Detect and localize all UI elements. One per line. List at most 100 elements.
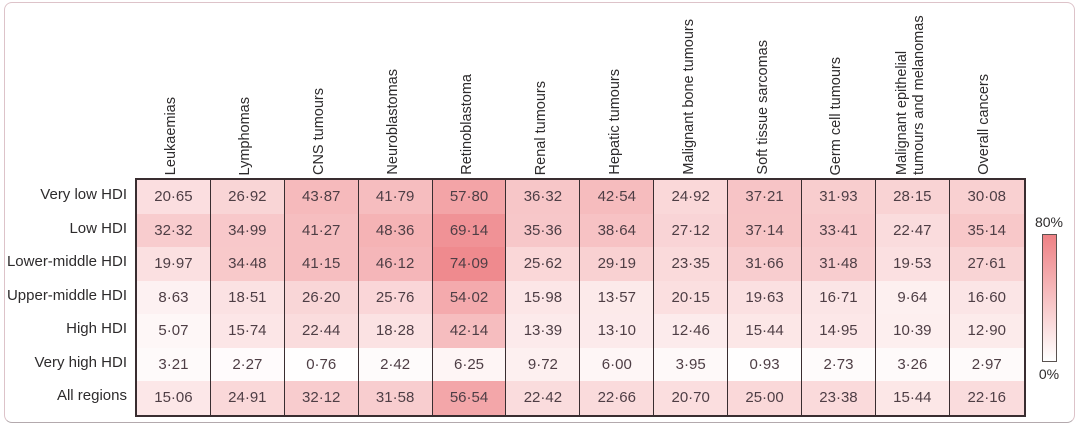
heatmap-cell: 34·99: [210, 213, 285, 247]
colorbar-legend: 80% 0%: [1026, 214, 1072, 382]
row-label: Low HDI: [69, 219, 127, 237]
heatmap-cell: 8·63: [137, 280, 211, 314]
heatmap-cell: 30·08: [949, 180, 1024, 214]
row-labels: Very low HDI Low HDI Lower-middle HDI Upper…: [0, 178, 127, 413]
column-headers: Leukaemias Lymphomas CNS tumours Neuroblast…: [135, 8, 1022, 175]
heatmap-cell: 19·97: [137, 247, 211, 281]
heatmap-cell: 74·09: [432, 247, 507, 281]
row-label: High HDI: [66, 320, 127, 337]
heatmap-cell: 6·25: [432, 347, 507, 381]
heatmap-cell: 31·48: [802, 247, 876, 281]
heatmap-cell: 2·73: [802, 347, 876, 381]
heatmap-cell: 31·58: [358, 381, 433, 415]
heatmap-cell: 9·72: [506, 347, 581, 381]
column-header-label: Germ cell tumours: [828, 56, 845, 175]
heatmap-cell: 20·70: [654, 381, 729, 415]
heatmap-cell: 3·26: [875, 347, 950, 381]
heatmap-cell: 16·60: [949, 280, 1024, 314]
colorbar-min-label: 0%: [1038, 366, 1060, 382]
heatmap-cell: 41·15: [284, 247, 359, 281]
heatmap-cell: 13·39: [506, 314, 581, 348]
colorbar-gradient: [1041, 234, 1057, 362]
heatmap-cell: 25·62: [506, 247, 581, 281]
heatmap-cell: 35·36: [506, 213, 581, 247]
column-header-label: Overall cancers: [976, 74, 993, 175]
column-header: Lymphomas: [209, 8, 283, 175]
heatmap-cell: 27·61: [949, 247, 1024, 281]
heatmap-cell: 57·80: [432, 180, 507, 214]
column-header: Leukaemias: [135, 8, 209, 175]
column-header: Neuroblastomas: [357, 8, 431, 175]
heatmap-cell: 33·41: [802, 213, 876, 247]
heatmap-cell: 18·28: [358, 314, 433, 348]
heatmap-cell: 24·92: [654, 180, 729, 214]
heatmap-cell: 2·97: [949, 347, 1024, 381]
heatmap-cell: 6·00: [580, 347, 655, 381]
heatmap-cell: 16·71: [802, 280, 876, 314]
heatmap-cell: 15·98: [506, 280, 581, 314]
heatmap-cell: 2·42: [358, 347, 433, 381]
column-header-label: Renal tumours: [532, 80, 549, 175]
column-header-label: Hepatic tumours: [606, 69, 623, 175]
heatmap-cell: 22·16: [949, 381, 1024, 415]
heatmap-cell: 31·66: [728, 247, 803, 281]
colorbar-max-label: 80%: [1034, 214, 1064, 230]
heatmap-cell: 13·57: [580, 280, 655, 314]
column-header-label: CNS tumours: [311, 87, 328, 175]
heatmap-cell: 34·48: [210, 247, 285, 281]
row-label: All regions: [56, 387, 127, 404]
heatmap-cell: 10·39: [875, 314, 950, 348]
heatmap-cell: 25·76: [358, 280, 433, 314]
column-header: Soft tissue sarcomas: [726, 8, 800, 175]
row-label: Very high HDI: [34, 353, 127, 371]
heatmap-cell: 22·42: [506, 381, 581, 415]
heatmap-cell: 26·20: [284, 280, 359, 314]
heatmap-cell: 37·21: [728, 180, 803, 214]
heatmap-cell: 12·90: [949, 314, 1024, 348]
heatmap-cell: 19·63: [728, 280, 803, 314]
heatmap-cell: 38·64: [580, 213, 655, 247]
heatmap-cell: 15·44: [728, 314, 803, 348]
column-header-label: Neuroblastomas: [385, 69, 402, 175]
heatmap-cell: 20·65: [137, 180, 211, 214]
heatmap-cell: 23·38: [802, 381, 876, 415]
column-header: Malignant epithelial tumours and melanom…: [874, 8, 948, 175]
column-header-label: Leukaemias: [163, 96, 180, 175]
column-header: Retinoblastoma: [431, 8, 505, 175]
heatmap-cell: 42·54: [580, 180, 655, 214]
heatmap-cell: 48·36: [358, 213, 433, 247]
heatmap-cell: 56·54: [432, 381, 507, 415]
heatmap-cell: 32·12: [284, 381, 359, 415]
row-label: Lower-middle HDI: [6, 253, 127, 270]
heatmap-cell: 35·14: [949, 213, 1024, 247]
heatmap-cell: 37·14: [728, 213, 803, 247]
column-header-label: Lymphomas: [237, 96, 254, 175]
heatmap-cell: 19·53: [875, 247, 950, 281]
column-header: CNS tumours: [283, 8, 357, 175]
heatmap-cell: 25·00: [728, 381, 803, 415]
column-header: Hepatic tumours: [578, 8, 652, 175]
heatmap-cell: 29·19: [580, 247, 655, 281]
column-header: Renal tumours: [504, 8, 578, 175]
heatmap-cell: 22·47: [875, 213, 950, 247]
heatmap-cell: 12·46: [654, 314, 729, 348]
column-header-label: Malignant epithelial tumours and melanom…: [893, 15, 927, 175]
column-header: Overall cancers: [948, 8, 1022, 175]
heatmap-cell: 31·93: [802, 180, 876, 214]
heatmap-cell: 27·12: [654, 213, 729, 247]
heatmap-cell: 69·14: [432, 213, 507, 247]
heatmap-cell: 13·10: [580, 314, 655, 348]
heatmap-cell: 28·15: [875, 180, 950, 214]
heatmap-cell: 22·44: [284, 314, 359, 348]
row-label: Very low HDI: [40, 186, 127, 203]
heatmap-cell: 46·12: [358, 247, 433, 281]
heatmap-cell: 9·64: [875, 280, 950, 314]
heatmap-grid: 20·65 26·92 43·87 41·79 57·80 36·32 42·54 24·92…: [135, 178, 1026, 417]
heatmap-cell: 3·21: [137, 347, 211, 381]
heatmap-cell: 2·27: [210, 347, 285, 381]
heatmap-cell: 14·95: [802, 314, 876, 348]
heatmap-cell: 36·32: [506, 180, 581, 214]
heatmap-cell: 20·15: [654, 280, 729, 314]
heatmap-cell: 3·95: [654, 347, 729, 381]
